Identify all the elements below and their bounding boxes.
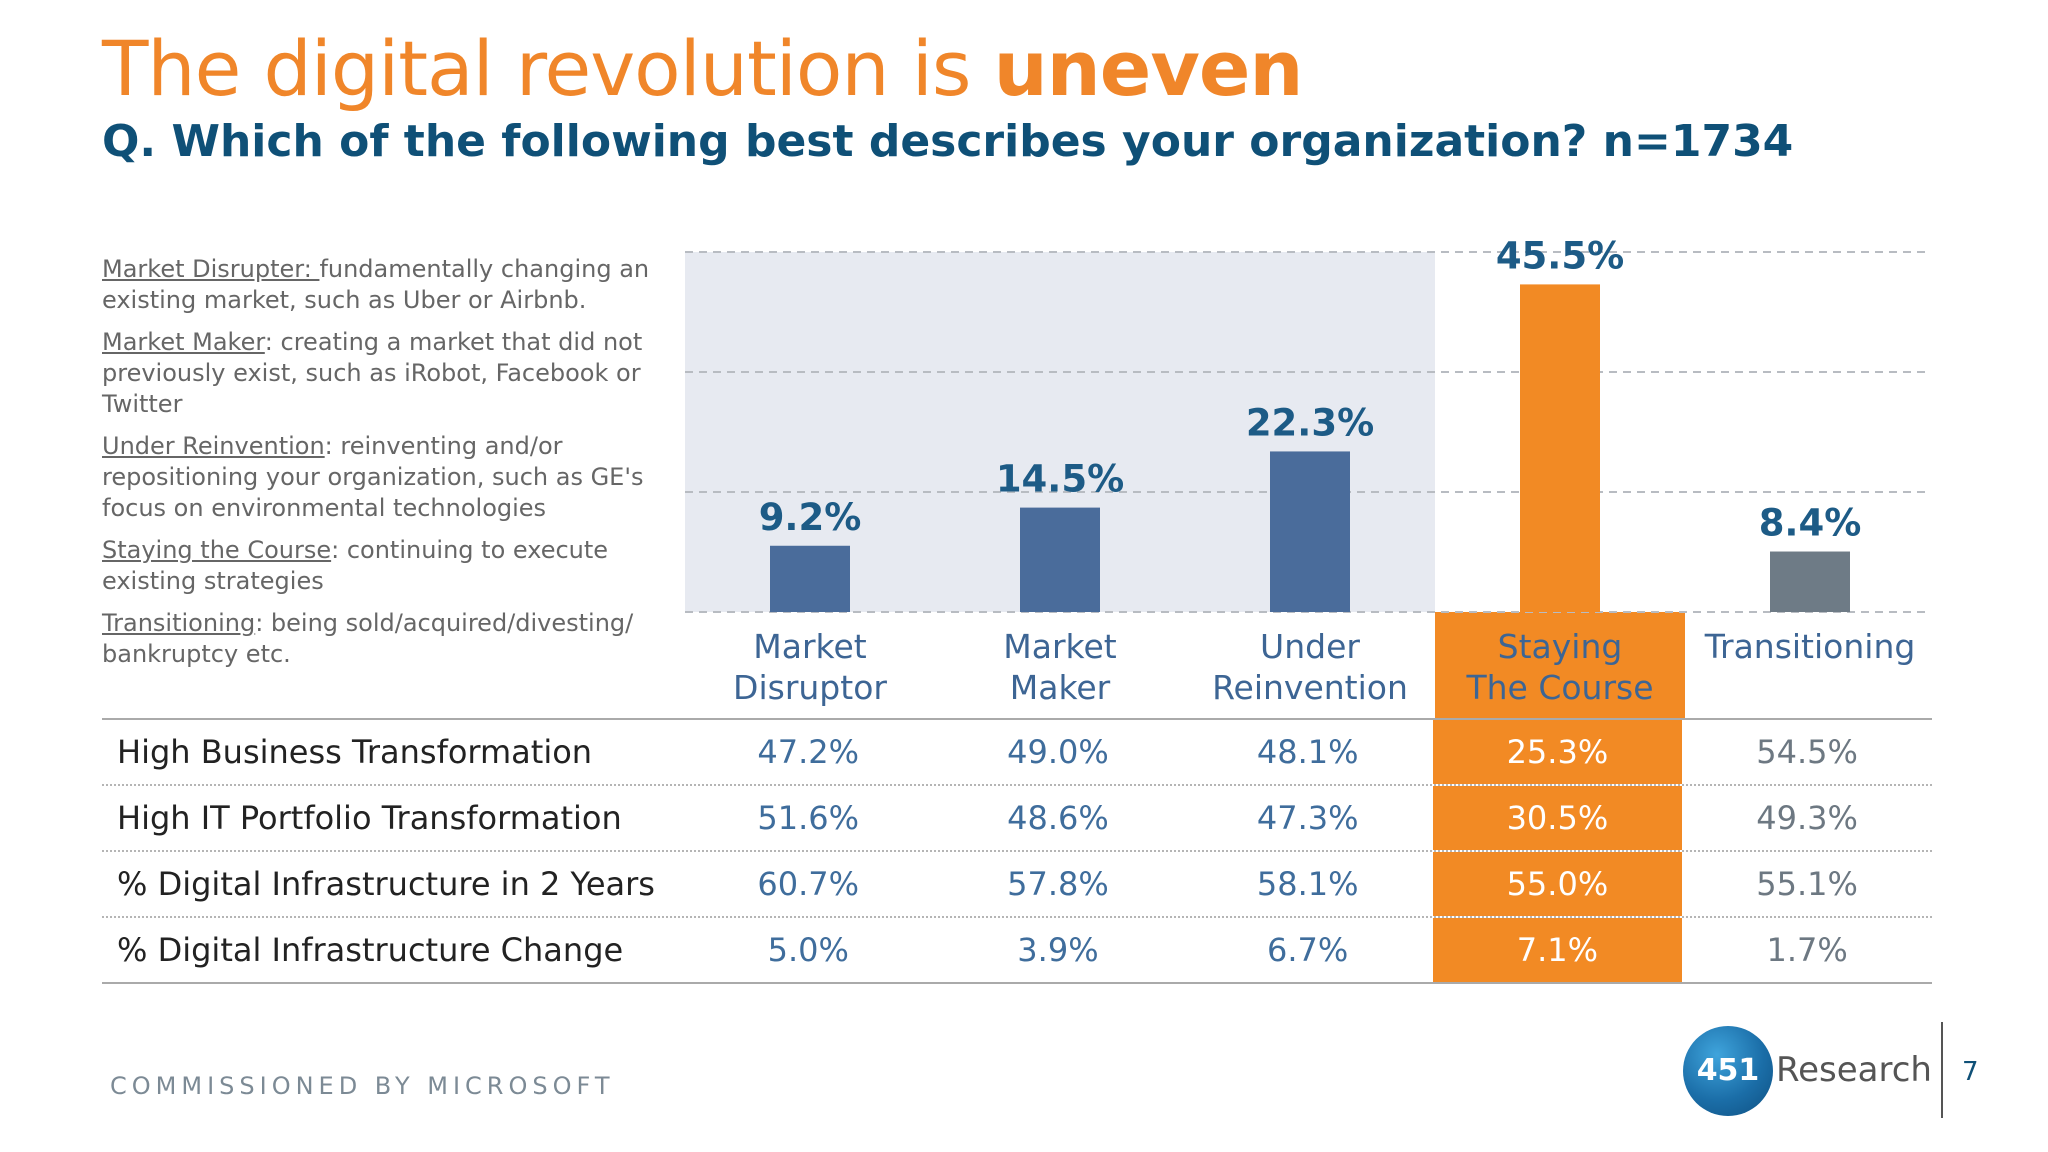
metric-cell: 55.1% <box>1756 865 1858 903</box>
definition-term: Market Maker <box>102 328 265 356</box>
451-research-logo-word: Research <box>1776 1050 1932 1090</box>
metric-cell: 48.6% <box>1007 799 1109 837</box>
metric-row: High IT Portfolio Transformation 51.6% 48.… <box>102 786 1932 852</box>
metric-cell: 6.7% <box>1267 931 1349 969</box>
survey-question: Q. Which of the following best describes… <box>102 116 1794 167</box>
title-prefix: The digital revolution is <box>102 24 994 113</box>
footer-divider <box>1941 1022 1943 1118</box>
metric-cell: 49.0% <box>1007 733 1109 771</box>
title-emphasis: uneven <box>993 24 1304 113</box>
bar <box>770 545 850 612</box>
metric-cell: 55.0% <box>1432 852 1683 916</box>
definition-text: : creating a market that did not previou… <box>102 328 643 418</box>
metric-cell: 47.3% <box>1256 799 1359 837</box>
definition-term: Under Reinvention <box>102 432 325 460</box>
bar <box>1770 551 1850 612</box>
bar-value-label: 9.2% <box>759 496 862 539</box>
bar-chart: 9.2%MarketDisruptor14.5%MarketMaker22.3%… <box>685 234 1930 720</box>
category-label: Under <box>1260 627 1360 666</box>
category-label: Market <box>753 627 866 666</box>
category-label: Transitioning <box>1704 627 1916 666</box>
category-label: Disruptor <box>733 668 887 707</box>
definition-item: Market Maker: creating a market that did… <box>102 327 652 420</box>
definition-item: Market Disrupter: fundamentally changing… <box>102 254 652 316</box>
bar-value-label: 22.3% <box>1246 401 1374 444</box>
bar <box>1270 451 1350 612</box>
bar-value-label: 14.5% <box>996 458 1124 501</box>
metrics-table: High Business Transformation 47.2% 49.0% 48… <box>102 718 1932 984</box>
metric-cell: 7.1% <box>1432 918 1683 982</box>
metric-cell: 51.6% <box>757 799 860 837</box>
451-research-logo-mark: 451 <box>1683 1026 1773 1116</box>
definition-item: Under Reinvention: reinventing and/or re… <box>102 431 652 524</box>
metric-row: % Digital Infrastructure in 2 Years 60.7%… <box>102 852 1932 918</box>
metric-row-label: % Digital Infrastructure in 2 Years <box>117 865 655 903</box>
metric-cell: 1.7% <box>1766 931 1848 969</box>
metric-cell: 54.5% <box>1756 733 1858 771</box>
definition-term: Staying the Course <box>102 536 332 564</box>
metric-cell: 47.2% <box>757 733 860 771</box>
definition-term: Transitioning <box>102 609 256 637</box>
metric-cell: 48.1% <box>1256 733 1359 771</box>
metric-row-label: High Business Transformation <box>117 733 593 771</box>
metric-row-label: % Digital Infrastructure Change <box>117 931 624 969</box>
definition-text: fundamentally changing an existing marke… <box>102 255 650 314</box>
metric-cell: 25.3% <box>1432 720 1683 784</box>
metric-cell: 3.9% <box>1017 931 1099 969</box>
metric-cell: 57.8% <box>1007 865 1109 903</box>
definition-term: Market Disrupter: <box>102 255 320 283</box>
bar <box>1020 507 1100 612</box>
definition-text: : reinventing and/or repositioning your … <box>102 432 644 522</box>
page-title: The digital revolution is uneven <box>102 24 1304 113</box>
definition-item: Staying the Course: continuing to execut… <box>102 535 652 597</box>
metric-cell: 49.3% <box>1756 799 1858 837</box>
metric-row-label: High IT Portfolio Transformation <box>117 799 622 837</box>
category-label: Staying <box>1498 627 1623 666</box>
definition-text: : continuing to execute existing strateg… <box>102 536 609 595</box>
metric-cell: 5.0% <box>767 931 849 969</box>
commissioned-by-text: COMMISSIONED BY MICROSOFT <box>110 1072 615 1100</box>
definition-item: Transitioning: being sold/acquired/dives… <box>102 608 652 670</box>
definitions-list: Market Disrupter: fundamentally changing… <box>102 254 652 681</box>
bar-value-label: 8.4% <box>1759 502 1862 545</box>
category-label: Maker <box>1010 668 1111 707</box>
category-label: Market <box>1003 627 1116 666</box>
bar-value-label: 45.5% <box>1496 234 1624 277</box>
metric-row: High Business Transformation 47.2% 49.0% 48… <box>102 720 1932 786</box>
bar <box>1520 284 1600 612</box>
metric-row: % Digital Infrastructure Change 5.0% 3.9% 6… <box>102 918 1932 982</box>
metric-cell: 30.5% <box>1432 786 1683 850</box>
metric-cell: 60.7% <box>757 865 860 903</box>
category-label: Reinvention <box>1212 668 1408 707</box>
metric-cell: 58.1% <box>1256 865 1359 903</box>
definition-text: : being sold/acquired/divesting/ bankrup… <box>102 609 634 668</box>
page-number: 7 <box>1962 1057 1979 1087</box>
highlight-header-cell <box>1435 612 1685 720</box>
category-label: The Course <box>1465 668 1653 707</box>
